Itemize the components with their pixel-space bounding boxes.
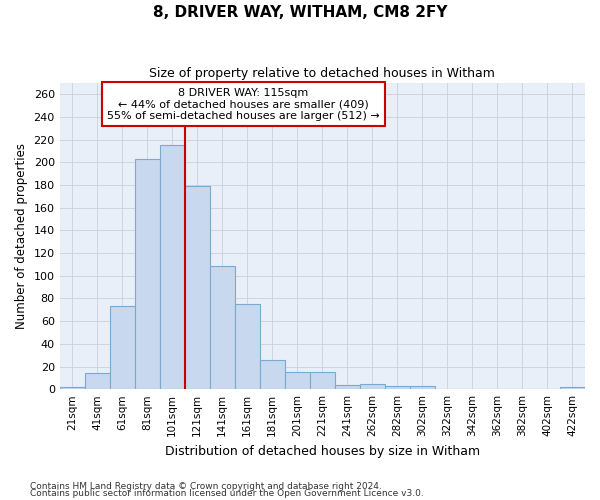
Bar	[360, 384, 385, 389]
Text: 8 DRIVER WAY: 115sqm
← 44% of detached houses are smaller (409)
55% of semi-deta: 8 DRIVER WAY: 115sqm ← 44% of detached h…	[107, 88, 380, 121]
Bar	[260, 360, 285, 389]
Bar	[110, 306, 135, 389]
Bar	[560, 387, 585, 389]
Title: Size of property relative to detached houses in Witham: Size of property relative to detached ho…	[149, 68, 495, 80]
Bar	[410, 386, 435, 389]
Bar	[310, 372, 335, 389]
Bar	[85, 374, 110, 389]
Bar	[185, 186, 210, 389]
Bar	[235, 304, 260, 389]
X-axis label: Distribution of detached houses by size in Witham: Distribution of detached houses by size …	[165, 444, 480, 458]
Y-axis label: Number of detached properties: Number of detached properties	[15, 143, 28, 329]
Bar	[385, 386, 410, 389]
Bar	[285, 372, 310, 389]
Bar	[210, 266, 235, 389]
Text: Contains HM Land Registry data © Crown copyright and database right 2024.: Contains HM Land Registry data © Crown c…	[30, 482, 382, 491]
Bar	[160, 146, 185, 389]
Text: Contains public sector information licensed under the Open Government Licence v3: Contains public sector information licen…	[30, 490, 424, 498]
Bar	[59, 387, 85, 389]
Bar	[335, 384, 360, 389]
Bar	[135, 159, 160, 389]
Text: 8, DRIVER WAY, WITHAM, CM8 2FY: 8, DRIVER WAY, WITHAM, CM8 2FY	[153, 5, 447, 20]
